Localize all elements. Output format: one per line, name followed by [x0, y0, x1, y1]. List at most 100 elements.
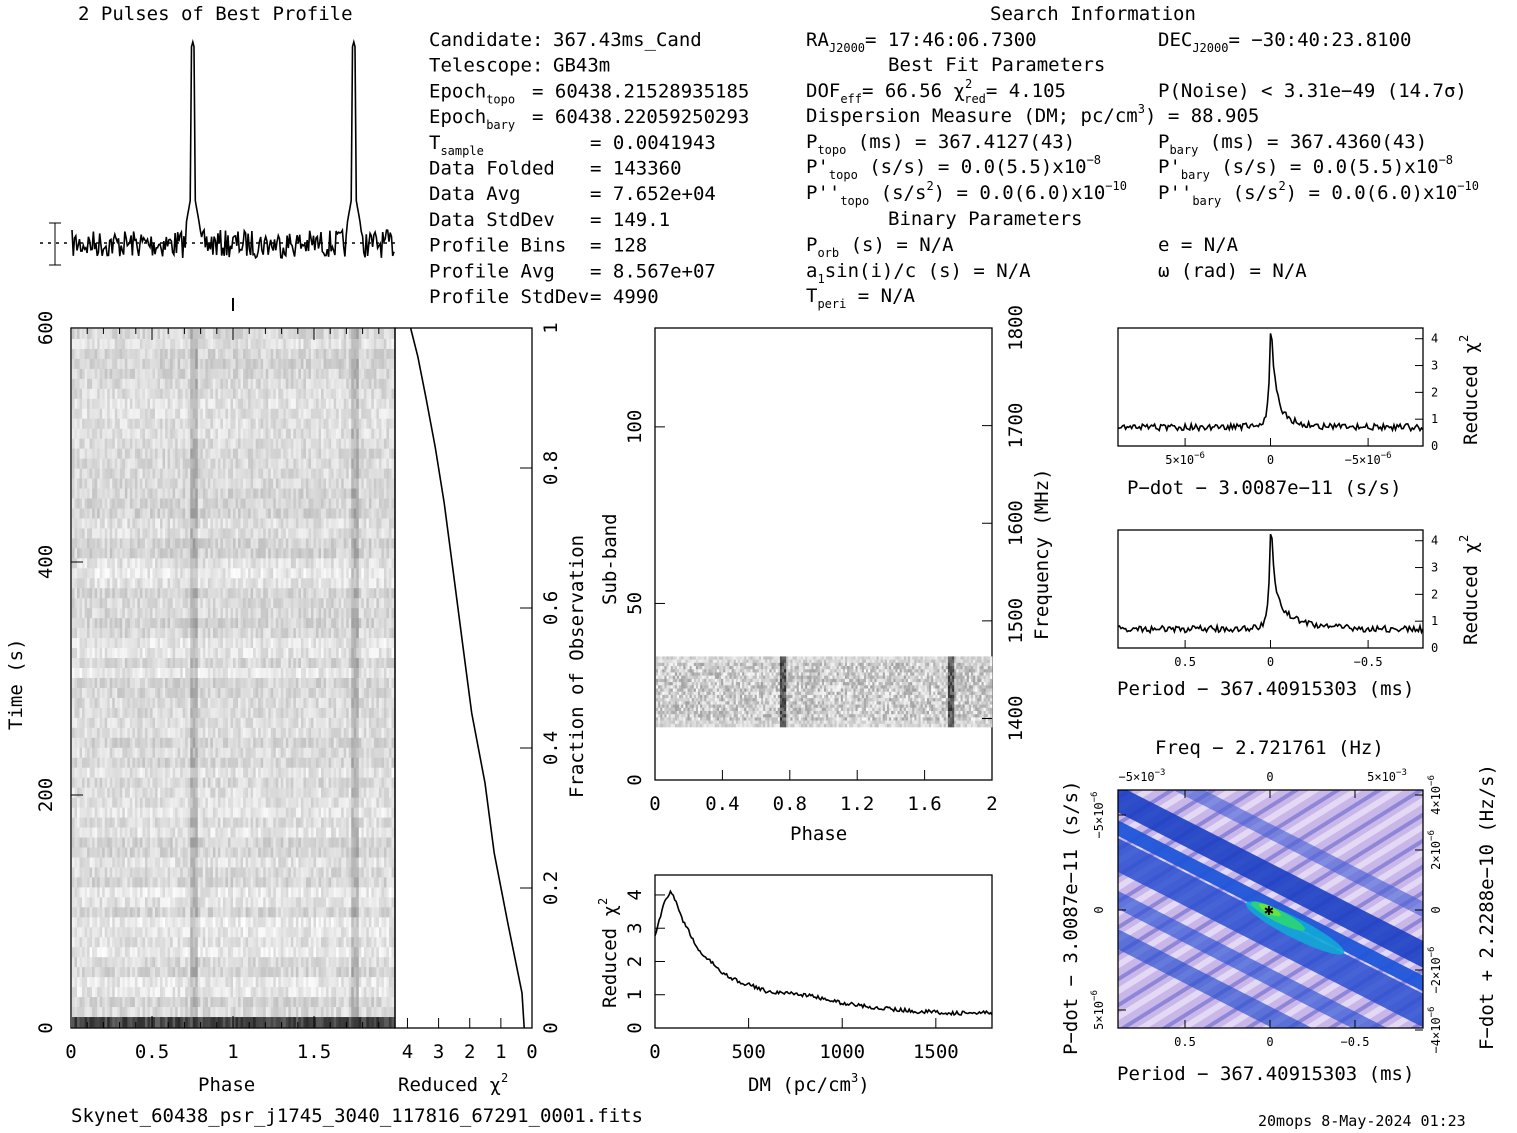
tp-heat-cell — [217, 518, 221, 529]
tp-heat-cell — [361, 468, 365, 479]
tp-heat-cell — [79, 528, 83, 539]
tp-heat-cell — [351, 468, 355, 479]
tp-heat-cell — [263, 578, 267, 589]
tp-heat-cell — [152, 578, 156, 589]
tp-heat-cell — [129, 488, 133, 499]
tp-heat-cell — [270, 588, 274, 599]
tp-heat-cell — [245, 578, 249, 589]
tp-heat-cell — [212, 618, 216, 629]
tp-heat-cell — [285, 488, 289, 499]
tp-heat-cell — [348, 478, 352, 489]
tp-heat-cell — [197, 608, 201, 619]
tp-heat-cell — [248, 408, 252, 420]
tp-heat-cell — [356, 658, 360, 669]
tp-heat-cell — [162, 668, 166, 679]
tp-heat-cell — [99, 448, 103, 460]
tp-heat-cell — [363, 658, 367, 669]
tp-heat-cell — [99, 648, 103, 659]
tp-heat-cell — [230, 528, 234, 539]
tp-heat-cell — [303, 678, 307, 689]
tp-heat-cell — [255, 538, 259, 549]
tp-heat-cell — [149, 588, 153, 599]
tp-heat-cell — [323, 438, 327, 450]
tp-heat-cell — [217, 578, 221, 589]
tp-heat-cell — [346, 408, 350, 420]
tp-heat-cell — [220, 598, 224, 609]
tp-heat-cell — [258, 378, 262, 390]
tp-heat-cell — [97, 408, 101, 420]
tp-heat-cell — [227, 548, 231, 559]
tp-heat-cell — [295, 678, 299, 689]
tp-heat-cell — [341, 578, 345, 589]
tp-heat-cell — [346, 687, 350, 699]
tp-heat-cell — [308, 687, 312, 699]
tp-heat-cell — [175, 697, 179, 709]
tp-heat-cell — [74, 697, 78, 709]
tp-heat-cell — [197, 448, 201, 460]
tp-heat-cell — [368, 668, 372, 679]
tp-heat-cell — [180, 598, 184, 609]
tp-heat-cell — [192, 538, 196, 549]
tp-heat-cell — [238, 618, 241, 629]
tp-heat-cell — [119, 329, 123, 340]
tp-heat-cell — [326, 518, 329, 529]
tp-heat-cell — [358, 668, 362, 679]
tp-heat-cell — [215, 538, 219, 549]
tp-heat-cell — [366, 358, 370, 370]
tp-heat-cell — [222, 378, 226, 390]
tp-heat-cell — [361, 588, 365, 599]
tp-heat-cell — [185, 368, 189, 380]
tp-heat-cell — [376, 468, 380, 479]
tp-heat-cell — [381, 358, 385, 370]
tp-heat-cell — [308, 358, 312, 370]
tp-heat-cell — [160, 548, 163, 559]
tp-heat-cell — [388, 697, 392, 709]
tp-heat-cell — [318, 428, 322, 440]
tp-heat-cell — [248, 488, 252, 499]
tp-heat-cell — [243, 538, 246, 549]
tp-heat-cell — [361, 558, 365, 569]
tp-heat-cell — [112, 498, 116, 509]
tp-heat-cell — [303, 638, 307, 649]
tp-heat-cell — [102, 548, 106, 559]
tp-heat-cell — [295, 528, 299, 539]
tp-heat-cell — [97, 668, 101, 679]
tp-heat-cell — [162, 478, 166, 489]
tp-heat-cell — [363, 568, 367, 579]
tp-heat-cell — [202, 408, 206, 420]
tp-heat-cell — [326, 678, 329, 689]
tp-heat-cell — [265, 348, 269, 360]
tp-heat-cell — [225, 368, 229, 380]
tp-heat-cell — [119, 458, 123, 469]
tp-heat-cell — [149, 578, 153, 589]
tp-heat-cell — [155, 668, 158, 679]
tp-heat-cell — [275, 687, 279, 699]
tp-heat-cell — [74, 488, 78, 499]
tp-heat-cell — [376, 508, 380, 519]
tp-heat-cell — [351, 508, 355, 519]
tp-heat-cell — [215, 707, 219, 719]
tp-heat-cell — [109, 538, 113, 549]
tp-heat-cell — [127, 448, 131, 460]
tp-heat-cell — [391, 578, 395, 589]
tp-heat-cell — [378, 398, 382, 410]
tp-heat-cell — [182, 368, 186, 380]
tp-heat-cell — [152, 648, 156, 659]
tp-heat-cell — [318, 528, 322, 539]
tp-heat-cell — [210, 368, 214, 380]
tp-heat-cell — [190, 458, 194, 469]
tp-heat-cell — [122, 638, 126, 649]
tp-heat-cell — [245, 598, 249, 609]
tp-heat-cell — [207, 687, 211, 699]
tp-heat-cell — [386, 518, 390, 529]
tp-heat-cell — [82, 418, 85, 430]
tp-heat-cell — [134, 658, 138, 669]
tp-heat-cell — [119, 528, 123, 539]
tp-heat-cell — [152, 608, 156, 619]
tp-heat-cell — [361, 528, 365, 539]
tp-heat-cell — [180, 468, 184, 479]
tp-heat-cell — [147, 458, 151, 469]
tp-heat-cell — [127, 398, 131, 410]
tp-heat-cell — [147, 329, 151, 340]
tp-heat-cell — [278, 538, 282, 549]
